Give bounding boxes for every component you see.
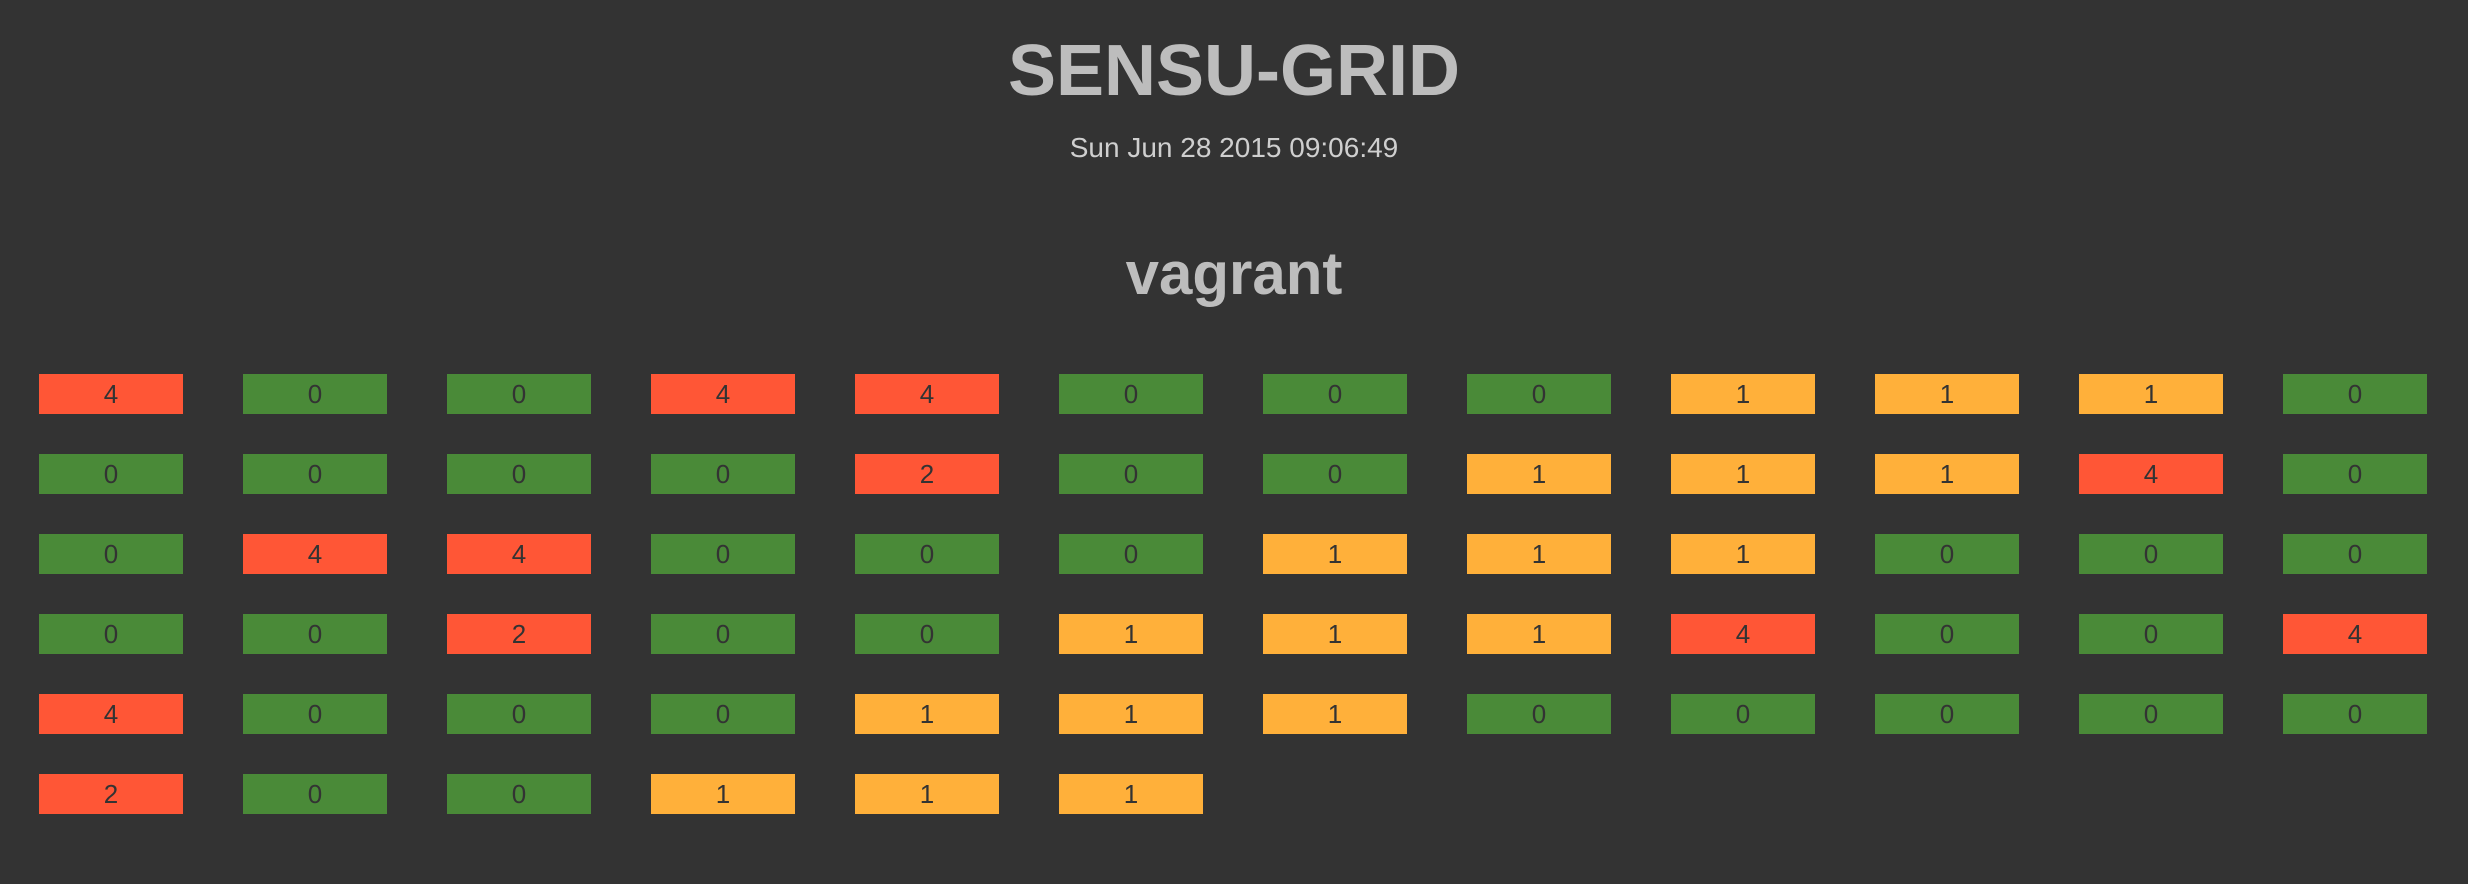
check-cell[interactable]: 4 bbox=[447, 534, 591, 574]
check-cell[interactable]: 0 bbox=[2283, 374, 2427, 414]
check-cell[interactable]: 1 bbox=[2079, 374, 2223, 414]
check-grid: 4 0 0 4 4 0 0 0 1 1 1 0 0 0 0 0 2 0 0 1 1 1 4 0 0 4 4 0 0 0 1 1 1 0 0 0 0 0 2 0… bbox=[39, 374, 2429, 814]
check-cell[interactable]: 2 bbox=[447, 614, 591, 654]
check-cell[interactable]: 0 bbox=[1875, 694, 2019, 734]
check-cell[interactable]: 0 bbox=[243, 614, 387, 654]
check-cell[interactable]: 0 bbox=[2079, 694, 2223, 734]
check-cell[interactable]: 0 bbox=[39, 454, 183, 494]
check-cell[interactable]: 1 bbox=[1875, 454, 2019, 494]
check-cell[interactable]: 4 bbox=[39, 374, 183, 414]
check-cell[interactable]: 0 bbox=[2283, 454, 2427, 494]
check-cell[interactable]: 0 bbox=[1263, 374, 1407, 414]
check-cell[interactable]: 0 bbox=[1059, 454, 1203, 494]
check-cell[interactable]: 1 bbox=[1467, 534, 1611, 574]
check-cell[interactable]: 0 bbox=[855, 534, 999, 574]
check-cell[interactable]: 0 bbox=[2283, 694, 2427, 734]
check-cell[interactable]: 4 bbox=[855, 374, 999, 414]
check-cell[interactable]: 0 bbox=[447, 454, 591, 494]
check-cell[interactable]: 0 bbox=[447, 374, 591, 414]
check-cell[interactable]: 0 bbox=[447, 774, 591, 814]
check-cell[interactable]: 2 bbox=[855, 454, 999, 494]
check-cell[interactable]: 0 bbox=[1875, 614, 2019, 654]
check-cell[interactable]: 0 bbox=[651, 614, 795, 654]
check-cell[interactable]: 0 bbox=[39, 534, 183, 574]
check-cell[interactable]: 0 bbox=[1467, 374, 1611, 414]
check-cell[interactable]: 4 bbox=[2283, 614, 2427, 654]
check-cell[interactable]: 1 bbox=[1875, 374, 2019, 414]
check-cell[interactable]: 1 bbox=[1263, 694, 1407, 734]
check-cell[interactable]: 0 bbox=[1059, 534, 1203, 574]
check-cell[interactable]: 0 bbox=[243, 374, 387, 414]
check-cell[interactable]: 4 bbox=[243, 534, 387, 574]
check-cell[interactable]: 1 bbox=[1263, 614, 1407, 654]
check-cell[interactable]: 1 bbox=[855, 774, 999, 814]
check-cell[interactable]: 1 bbox=[1059, 774, 1203, 814]
check-cell[interactable]: 0 bbox=[1059, 374, 1203, 414]
check-cell[interactable]: 0 bbox=[1671, 694, 1815, 734]
check-cell[interactable]: 0 bbox=[651, 454, 795, 494]
check-cell[interactable]: 1 bbox=[855, 694, 999, 734]
check-cell[interactable]: 4 bbox=[39, 694, 183, 734]
check-cell[interactable]: 0 bbox=[651, 694, 795, 734]
check-cell[interactable]: 0 bbox=[1467, 694, 1611, 734]
check-cell[interactable]: 1 bbox=[1671, 374, 1815, 414]
check-cell[interactable]: 1 bbox=[1467, 454, 1611, 494]
check-cell[interactable]: 2 bbox=[39, 774, 183, 814]
check-cell[interactable]: 0 bbox=[39, 614, 183, 654]
check-cell[interactable]: 0 bbox=[447, 694, 591, 734]
check-cell[interactable]: 0 bbox=[1875, 534, 2019, 574]
check-cell[interactable]: 0 bbox=[2283, 534, 2427, 574]
timestamp: Sun Jun 28 2015 09:06:49 bbox=[1069, 132, 1399, 163]
check-cell[interactable]: 0 bbox=[855, 614, 999, 654]
page-title: SENSU-GRID bbox=[1007, 31, 1461, 111]
check-cell[interactable]: 1 bbox=[1671, 534, 1815, 574]
check-cell[interactable]: 1 bbox=[651, 774, 795, 814]
check-cell[interactable]: 0 bbox=[2079, 534, 2223, 574]
check-cell[interactable]: 0 bbox=[243, 694, 387, 734]
check-cell[interactable]: 0 bbox=[651, 534, 795, 574]
check-cell[interactable]: 0 bbox=[1263, 454, 1407, 494]
check-cell[interactable]: 1 bbox=[1059, 614, 1203, 654]
check-cell[interactable]: 4 bbox=[2079, 454, 2223, 494]
check-cell[interactable]: 1 bbox=[1059, 694, 1203, 734]
datacenter-title: vagrant bbox=[1125, 240, 1343, 307]
check-cell[interactable]: 4 bbox=[651, 374, 795, 414]
check-cell[interactable]: 0 bbox=[2079, 614, 2223, 654]
check-cell[interactable]: 1 bbox=[1671, 454, 1815, 494]
check-cell[interactable]: 1 bbox=[1467, 614, 1611, 654]
check-cell[interactable]: 0 bbox=[243, 774, 387, 814]
check-cell[interactable]: 4 bbox=[1671, 614, 1815, 654]
check-cell[interactable]: 0 bbox=[243, 454, 387, 494]
check-cell[interactable]: 1 bbox=[1263, 534, 1407, 574]
